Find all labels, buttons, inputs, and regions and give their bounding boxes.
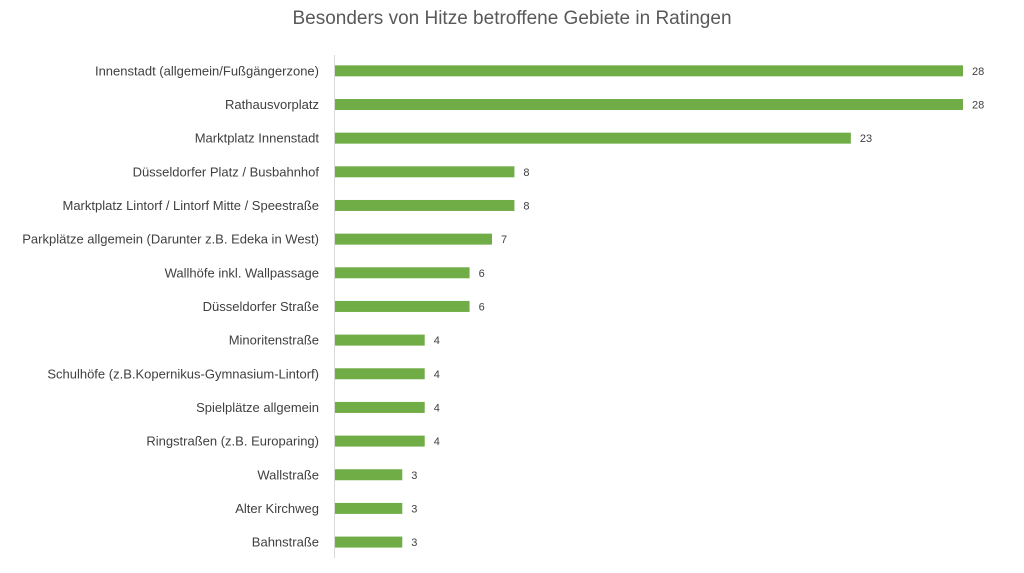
bar xyxy=(335,401,425,413)
data-label: 7 xyxy=(501,234,507,246)
category-label: Innenstadt (allgemein/Fußgängerzone) xyxy=(95,63,319,78)
bar xyxy=(335,469,403,481)
bar-group: Innenstadt (allgemein/Fußgängerzone) 28 Ra… xyxy=(22,63,984,549)
bar xyxy=(335,536,403,548)
data-label: 4 xyxy=(434,402,440,414)
bar xyxy=(335,300,470,312)
bar xyxy=(335,502,403,514)
category-label: Wallstraße xyxy=(257,467,319,482)
category-label: Spielplätze allgemein xyxy=(196,400,319,415)
data-label: 3 xyxy=(411,470,417,482)
bar xyxy=(335,267,470,279)
category-label: Marktplatz Lintorf / Lintorf Mitte / Spe… xyxy=(63,198,320,213)
bar xyxy=(335,132,851,144)
category-label: Düsseldorfer Platz / Busbahnhof xyxy=(133,164,320,179)
category-label: Schulhöfe (z.B.Kopernikus-Gymnasium-Lint… xyxy=(47,366,319,381)
category-label: Minoritenstraße xyxy=(229,333,319,348)
data-label: 28 xyxy=(972,66,984,78)
data-label: 4 xyxy=(434,335,440,347)
data-label: 8 xyxy=(523,200,529,212)
bar xyxy=(335,98,963,110)
chart-title: Besonders von Hitze betroffene Gebiete i… xyxy=(292,8,732,29)
bar xyxy=(335,166,515,178)
bar xyxy=(335,435,425,447)
data-label: 3 xyxy=(411,503,417,515)
bar xyxy=(335,368,425,380)
category-label: Marktplatz Innenstadt xyxy=(195,131,320,146)
category-label: Wallhöfe inkl. Wallpassage xyxy=(165,265,319,280)
bar xyxy=(335,199,515,211)
bar xyxy=(335,233,492,245)
data-label: 4 xyxy=(434,436,440,448)
category-label: Düsseldorfer Straße xyxy=(203,299,319,314)
bar xyxy=(335,334,425,346)
data-label: 4 xyxy=(434,369,440,381)
data-label: 23 xyxy=(860,133,872,145)
category-label: Alter Kirchweg xyxy=(235,501,319,516)
bar xyxy=(335,65,963,77)
data-label: 28 xyxy=(972,99,984,111)
category-label: Ringstraßen (z.B. Europaring) xyxy=(146,434,319,449)
data-label: 3 xyxy=(411,537,417,549)
category-label: Bahnstraße xyxy=(252,535,319,550)
data-label: 6 xyxy=(479,268,485,280)
category-label: Parkplätze allgemein (Darunter z.B. Edek… xyxy=(22,232,319,247)
data-label: 8 xyxy=(523,167,529,179)
category-label: Rathausvorplatz xyxy=(225,97,319,112)
data-label: 6 xyxy=(479,301,485,313)
